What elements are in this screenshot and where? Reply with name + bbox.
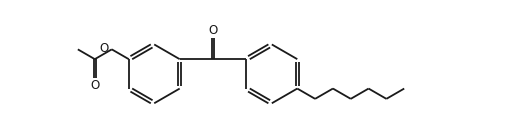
Text: O: O	[90, 79, 99, 92]
Text: O: O	[99, 42, 109, 55]
Text: O: O	[208, 24, 218, 37]
